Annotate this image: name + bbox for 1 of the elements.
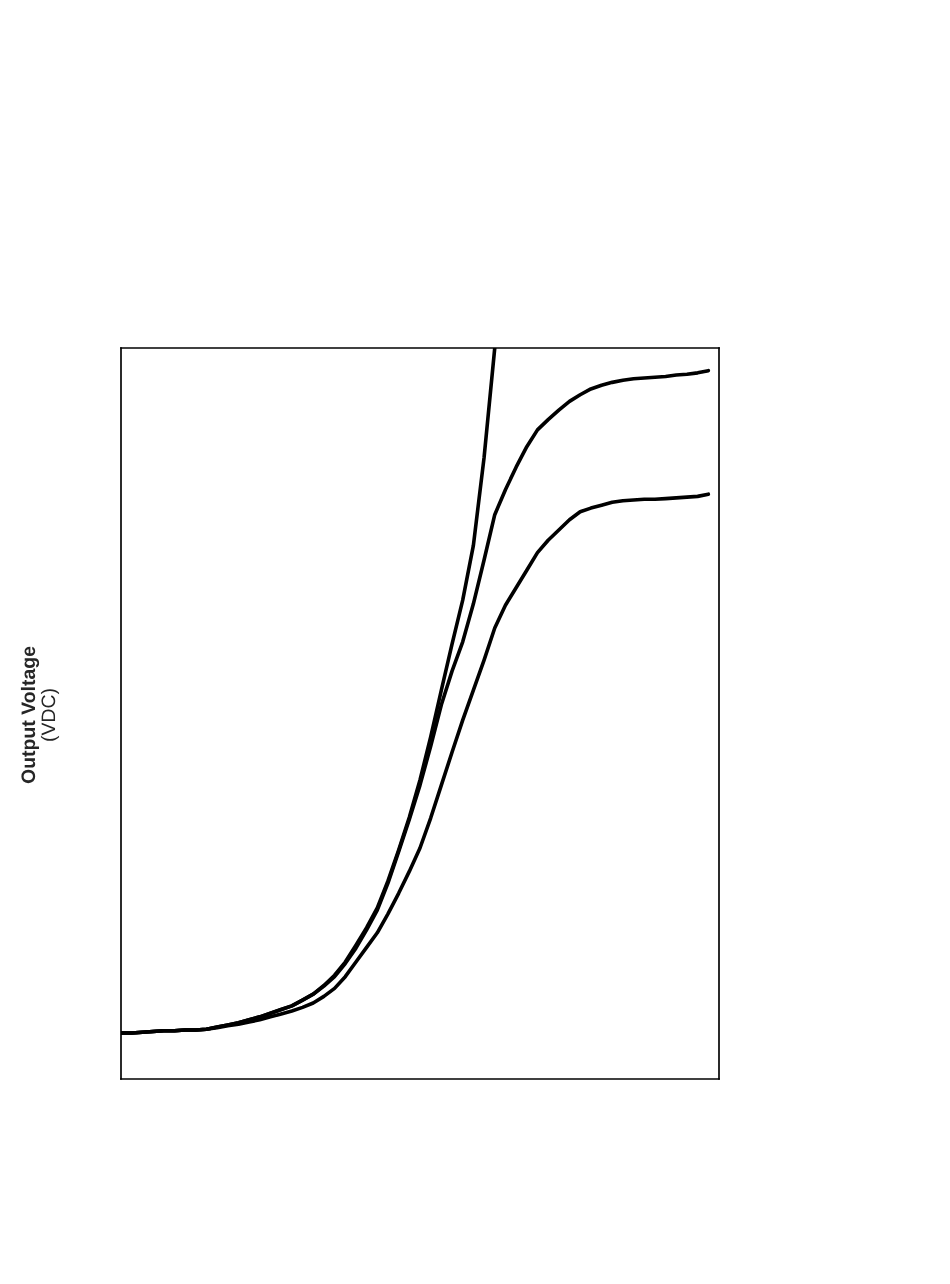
y-axis-title: Output Voltage (VDC) bbox=[20, 646, 60, 784]
